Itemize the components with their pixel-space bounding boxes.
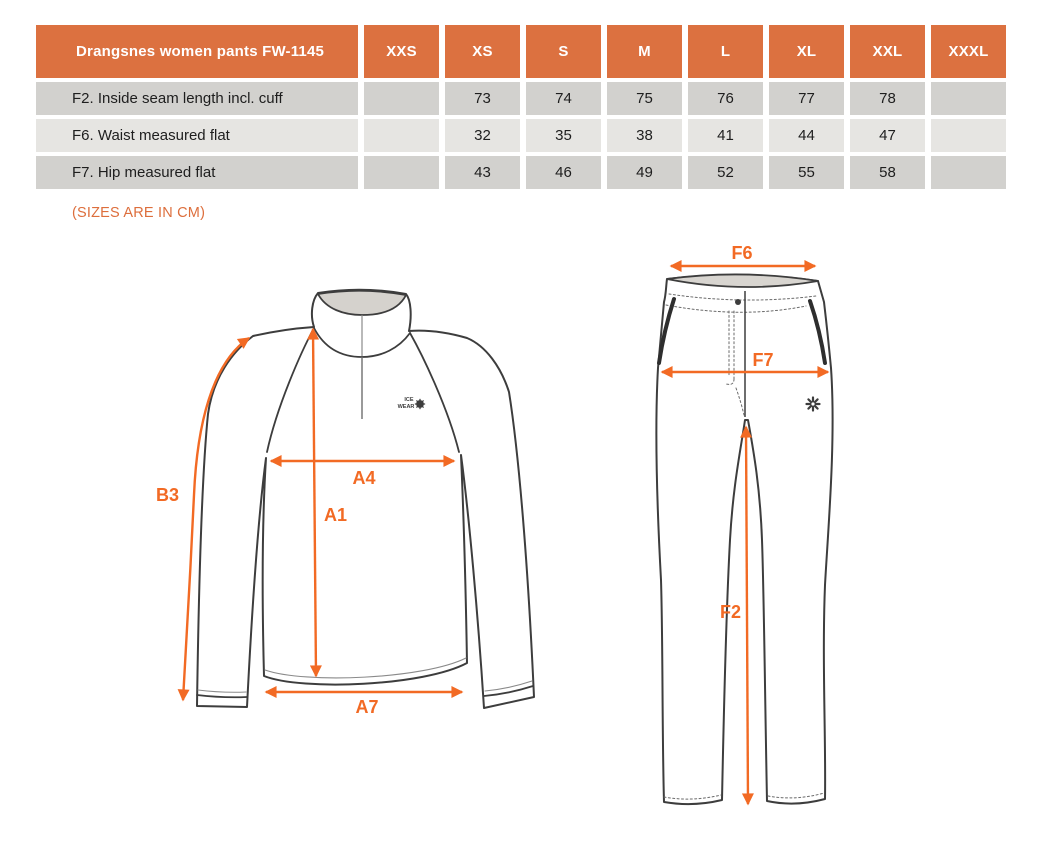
left-hem-stitch (663, 794, 722, 800)
waist-opening (666, 273, 819, 288)
left-pocket-opening (657, 297, 676, 365)
measurement-cell: 49 (607, 156, 682, 189)
size-header-xxs: XXS (364, 25, 439, 78)
b3-label: B3 (156, 485, 179, 505)
measurement-cell: 76 (688, 82, 763, 115)
size-header-xs: XS (445, 25, 520, 78)
measurement-cell (364, 156, 439, 189)
measurement-cell: 58 (850, 156, 925, 189)
measurement-cell: 46 (526, 156, 601, 189)
a1-label: A1 (324, 505, 347, 525)
measurement-cell: 47 (850, 119, 925, 152)
measurement-cell: 52 (688, 156, 763, 189)
pants-outline (655, 273, 834, 806)
f7-label: F7 (752, 350, 773, 370)
size-header-s: S (526, 25, 601, 78)
size-header-m: M (607, 25, 682, 78)
collar-opening (317, 289, 407, 316)
a1-arrow (307, 327, 322, 678)
size-header-xl: XL (769, 25, 844, 78)
logo-text-top: ICE (404, 397, 414, 403)
table-row-hip: F7. Hip measured flat 43 46 49 52 55 58 (36, 156, 1006, 189)
sweater-outline (196, 288, 535, 709)
button-icon (735, 299, 741, 305)
table-row-inside-seam: F2. Inside seam length incl. cuff 73 74 … (36, 82, 1006, 115)
f6-label: F6 (731, 243, 752, 263)
pants-measurement-diagram: F6 F7 F2 (655, 243, 834, 806)
measurement-cell (364, 119, 439, 152)
a7-label: A7 (355, 697, 378, 717)
table-row-waist: F6. Waist measured flat 32 35 38 41 44 4… (36, 119, 1006, 152)
measurement-cell: 73 (445, 82, 520, 115)
measurement-cell: 32 (445, 119, 520, 152)
a4-label: A4 (352, 468, 375, 488)
measurement-cell: 43 (445, 156, 520, 189)
icewear-logo: ICE WEAR (398, 397, 426, 410)
right-cuff-line (483, 685, 534, 697)
measurement-cell: 55 (769, 156, 844, 189)
measurement-cell (931, 119, 1006, 152)
measurement-cell: 38 (607, 119, 682, 152)
waistband-stitch-top (668, 293, 817, 301)
f2-arrow (740, 425, 754, 806)
size-header-l: L (688, 25, 763, 78)
f2-label: F2 (720, 602, 741, 622)
hem-stitch (264, 657, 467, 679)
b3-arrow (177, 337, 251, 702)
row-label: F2. Inside seam length incl. cuff (36, 82, 358, 115)
measurement-cell: 74 (526, 82, 601, 115)
right-raglan-seam (409, 332, 460, 453)
units-note: (SIZES ARE IN CM) (72, 205, 206, 221)
right-cuff-stitch (484, 680, 533, 692)
snowflake-logo-icon (805, 396, 821, 412)
size-chart-table: Drangsnes women pants FW-1145 XXS XS S M… (30, 21, 1012, 193)
measurement-cell: 44 (769, 119, 844, 152)
fly-stitch (725, 310, 745, 416)
measurement-cell: 77 (769, 82, 844, 115)
gear-logo-icon (414, 398, 426, 410)
measurement-cell (931, 82, 1006, 115)
size-header-xxl: XXL (850, 25, 925, 78)
measurement-cell: 35 (526, 119, 601, 152)
logo-text-bottom: WEAR (398, 404, 415, 410)
measurement-cell: 75 (607, 82, 682, 115)
right-hem-stitch (767, 792, 825, 799)
measurement-cell: 41 (688, 119, 763, 152)
right-pocket-opening (808, 299, 827, 365)
table-title: Drangsnes women pants FW-1145 (36, 25, 358, 78)
row-label: F6. Waist measured flat (36, 119, 358, 152)
measurement-cell (931, 156, 1006, 189)
measurement-cell: 78 (850, 82, 925, 115)
measurement-cell (364, 82, 439, 115)
size-header-xxxl: XXXL (931, 25, 1006, 78)
sweater-measurement-diagram: ICE WEAR B3 A4 A1 A7 (156, 288, 535, 717)
table-header-row: Drangsnes women pants FW-1145 XXS XS S M… (36, 25, 1006, 78)
row-label: F7. Hip measured flat (36, 156, 358, 189)
